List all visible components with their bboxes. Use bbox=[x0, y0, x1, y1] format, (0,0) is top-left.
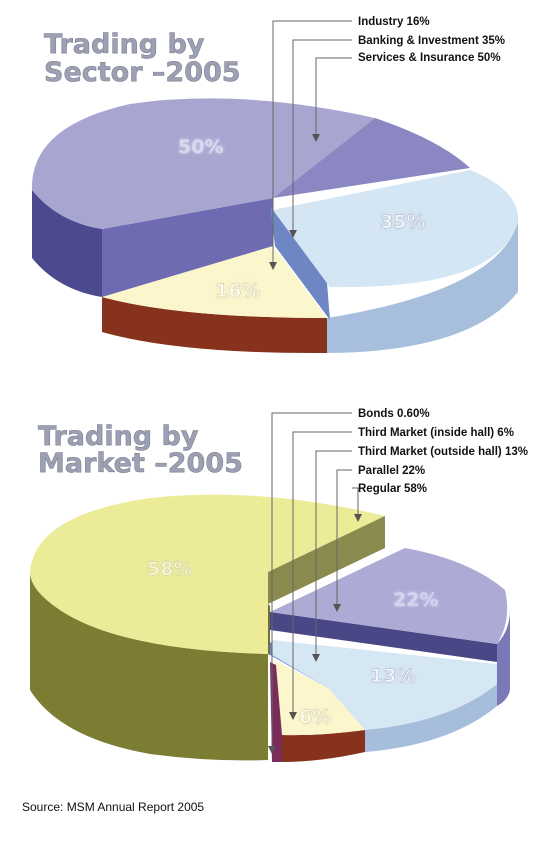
market-slice-outside-top bbox=[272, 640, 497, 730]
market-chart-title-line2: Market –2005 bbox=[38, 448, 243, 479]
sector-slice-industry-side bbox=[102, 297, 327, 354]
sector-legend-banking: Banking & Investment 35% bbox=[358, 35, 505, 47]
market-label-inside-hall: 6% bbox=[299, 706, 331, 728]
market-leader-outside-hall bbox=[315, 450, 352, 660]
market-slice-inside-top bbox=[274, 660, 365, 736]
market-arrow-regular bbox=[354, 514, 362, 522]
market-leader-regular bbox=[352, 487, 359, 520]
sector-arrow-industry bbox=[269, 262, 277, 270]
market-slice-parallel-outer bbox=[497, 610, 510, 706]
sector-pie-chart: Trading by Sector –2005 50% 35% 16% Indu… bbox=[31, 16, 519, 354]
market-slice-outside-side bbox=[365, 684, 497, 752]
market-legend-outside-hall: Third Market (outside hall) 13% bbox=[358, 446, 528, 458]
market-legend-inside-hall: Third Market (inside hall) 6% bbox=[358, 427, 514, 439]
market-leader-inside-hall bbox=[292, 431, 352, 718]
sector-slice-banking-divider bbox=[270, 206, 330, 320]
sector-chart-title-line2: Sector –2005 bbox=[44, 57, 241, 88]
sector-arrow-banking bbox=[289, 230, 297, 238]
market-slice-regular-side bbox=[30, 572, 268, 761]
sector-slice-banking-top bbox=[273, 170, 519, 288]
market-slice-regular-top bbox=[30, 494, 385, 654]
sector-label-banking: 35% bbox=[380, 211, 425, 233]
market-slice-bonds bbox=[270, 662, 282, 762]
sector-slice-banking-side bbox=[327, 221, 518, 353]
market-leader-bonds bbox=[271, 412, 352, 752]
sector-legend-industry: Industry 16% bbox=[358, 16, 430, 28]
market-legend-regular: Regular 58% bbox=[358, 483, 427, 495]
market-slice-parallel-top bbox=[270, 548, 508, 644]
sector-label-services: 50% bbox=[178, 136, 223, 158]
market-slice-regular-cut-face bbox=[268, 516, 385, 604]
market-legend-parallel: Parallel 22% bbox=[358, 465, 425, 477]
market-slice-parallel-side bbox=[270, 612, 497, 662]
sector-slice-services-side bbox=[32, 190, 102, 297]
source-note: Source: MSM Annual Report 2005 bbox=[22, 800, 205, 814]
sector-slice-services-top bbox=[31, 98, 375, 229]
market-chart-title-line1: Trading by bbox=[38, 421, 199, 452]
market-pie-chart: Trading by Market –2005 58% 22% 13% 6% B… bbox=[30, 408, 528, 762]
sector-leader-services bbox=[315, 57, 352, 140]
market-slice-regular-inner-face bbox=[268, 604, 270, 655]
sector-slice-services-top-highlight bbox=[273, 118, 470, 198]
market-label-outside-hall: 13% bbox=[370, 665, 415, 687]
market-arrow-inside-hall bbox=[289, 712, 297, 720]
sector-chart-title-line1: Trading by bbox=[44, 29, 205, 60]
sector-leader-industry bbox=[272, 20, 352, 268]
market-label-parallel: 22% bbox=[393, 589, 438, 611]
sector-arrow-services bbox=[312, 134, 320, 142]
market-slice-inside-side bbox=[282, 730, 365, 762]
market-arrow-bonds bbox=[268, 746, 276, 754]
sector-leader-banking bbox=[292, 39, 352, 236]
market-arrow-parallel bbox=[333, 604, 341, 612]
market-arrow-outside-hall bbox=[312, 654, 320, 662]
sector-label-industry: 16% bbox=[215, 280, 260, 302]
market-legend-bonds: Bonds 0.60% bbox=[358, 408, 430, 420]
market-label-regular: 58% bbox=[147, 558, 192, 580]
sector-legend-services: Services & Insurance 50% bbox=[358, 52, 501, 64]
market-leader-parallel bbox=[336, 469, 352, 610]
